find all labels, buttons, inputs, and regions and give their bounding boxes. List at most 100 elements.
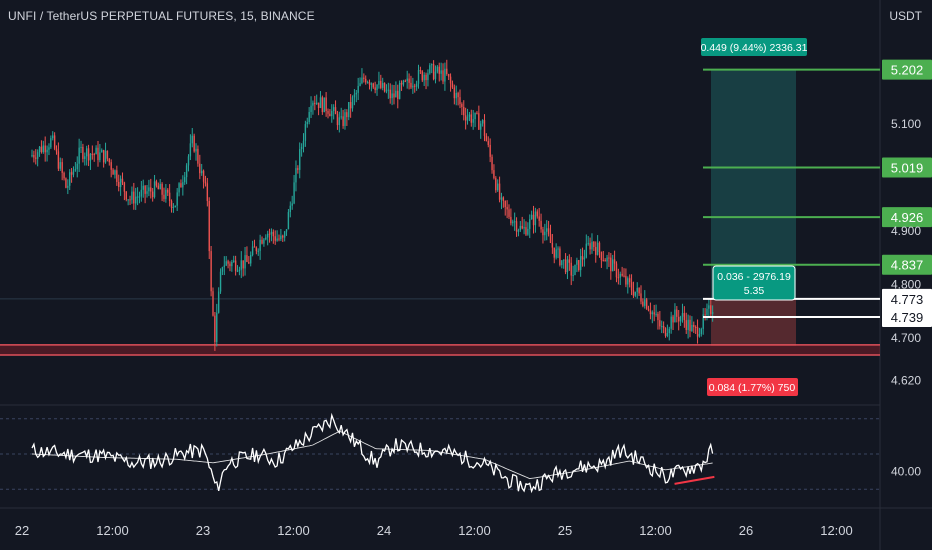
candle-bear xyxy=(457,93,459,98)
candle-bear xyxy=(615,263,618,278)
candle-bear xyxy=(683,313,686,321)
candle-bear xyxy=(150,187,152,192)
candle-bear xyxy=(212,291,214,316)
candle-bear xyxy=(677,316,680,322)
entry-label-line1: 0.036 - 2976.19 xyxy=(717,271,791,283)
candle-bear xyxy=(506,207,508,210)
candle-bull xyxy=(385,90,388,92)
candle-bull xyxy=(513,221,516,223)
candle-bull xyxy=(366,82,369,84)
price-levels[interactable]: 5.202 5.019 4.926 4.837 4.773 4.739 xyxy=(703,59,932,328)
candle-bull xyxy=(280,235,282,240)
candle-bear xyxy=(461,104,463,107)
candle-bear xyxy=(334,107,337,115)
level-badge-text: 4.926 xyxy=(891,210,924,225)
candle-bull xyxy=(331,110,333,117)
candle-bear xyxy=(442,70,444,82)
stop-label-box xyxy=(707,378,798,396)
candle-bear xyxy=(710,305,712,314)
candle-bear xyxy=(155,181,158,186)
candle-bull xyxy=(353,94,356,98)
candle-bear xyxy=(242,260,244,269)
candle-bear xyxy=(33,154,35,158)
candle-bear xyxy=(540,220,542,230)
candle-bear xyxy=(559,248,561,266)
candle-bull xyxy=(165,189,167,199)
candle-bear xyxy=(593,241,595,248)
level-badge-text: 5.202 xyxy=(891,63,924,78)
candle-bull xyxy=(266,233,269,238)
candle-bear xyxy=(65,178,67,188)
candle-bear xyxy=(53,135,56,149)
candle-bear xyxy=(133,191,135,204)
candle-bull xyxy=(378,80,380,85)
time-tick-label: 12:00 xyxy=(277,523,310,538)
candle-bear xyxy=(199,163,201,174)
level-badge-5.202 xyxy=(882,59,932,80)
candle-bull xyxy=(302,140,305,147)
candle-bull xyxy=(219,271,222,292)
candle-bear xyxy=(595,247,597,255)
candle-bull xyxy=(76,163,78,170)
candle-bull xyxy=(576,260,578,265)
candle-bull xyxy=(244,255,246,269)
rsi-pane xyxy=(0,412,880,494)
candle-bear xyxy=(61,162,63,173)
candle-bear xyxy=(602,260,604,262)
price-tick-label: 4.900 xyxy=(891,224,921,238)
candle-bear xyxy=(640,293,642,302)
candle-bear xyxy=(485,135,488,142)
candle-bull xyxy=(431,64,433,66)
candle-bull xyxy=(530,214,533,220)
candle-bull xyxy=(370,83,373,85)
candle-bear xyxy=(608,257,610,259)
candle-bull xyxy=(361,77,363,84)
candle-bull xyxy=(263,239,265,244)
candle-bear xyxy=(653,312,655,315)
candle-bear xyxy=(151,191,154,198)
position-zones xyxy=(0,69,880,356)
candle-bull xyxy=(415,83,418,87)
position-labels: 0.449 (9.44%) 2336.31 0.036 - 2976.19 5.35… xyxy=(701,38,808,396)
candle-bear xyxy=(647,308,650,311)
time-tick-label: 12:00 xyxy=(820,523,853,538)
candle-bull xyxy=(104,150,107,163)
candle-bull xyxy=(289,205,292,213)
level-badge-text: 4.773 xyxy=(891,292,924,307)
candle-bear xyxy=(570,262,572,276)
candle-bull xyxy=(134,196,137,204)
candle-bull xyxy=(440,70,442,74)
candle-bull xyxy=(627,278,629,285)
candle-bull xyxy=(340,116,342,118)
candle-bull xyxy=(257,250,259,252)
candle-bear xyxy=(400,83,403,85)
candle-bear xyxy=(515,221,518,232)
candle-bull xyxy=(423,74,425,81)
candle-bear xyxy=(108,158,111,163)
candle-bull xyxy=(651,312,654,315)
candle-bull xyxy=(708,305,710,309)
candle-bear xyxy=(210,251,212,292)
candle-bull xyxy=(270,231,273,235)
candle-bear xyxy=(487,141,489,145)
candle-bear xyxy=(167,189,169,193)
price-tick-label: 4.700 xyxy=(891,331,921,345)
candle-bull xyxy=(429,65,431,74)
candle-bull xyxy=(587,243,589,245)
candle-bull xyxy=(434,71,437,80)
candle-bull xyxy=(455,93,457,99)
candle-bear xyxy=(581,256,584,260)
level-badge-text: 5.019 xyxy=(891,160,924,175)
candle-bear xyxy=(508,209,510,217)
candle-bear xyxy=(662,325,665,329)
candle-bull xyxy=(670,316,672,329)
candle-bear xyxy=(414,85,416,87)
candle-bull xyxy=(276,238,278,241)
price-tick-label: 4.620 xyxy=(891,374,921,388)
candle-bear xyxy=(432,64,435,80)
level-badge-4.739 xyxy=(882,307,932,328)
candle-bear xyxy=(578,260,580,271)
candle-bear xyxy=(208,200,210,252)
candle-bear xyxy=(70,172,73,175)
